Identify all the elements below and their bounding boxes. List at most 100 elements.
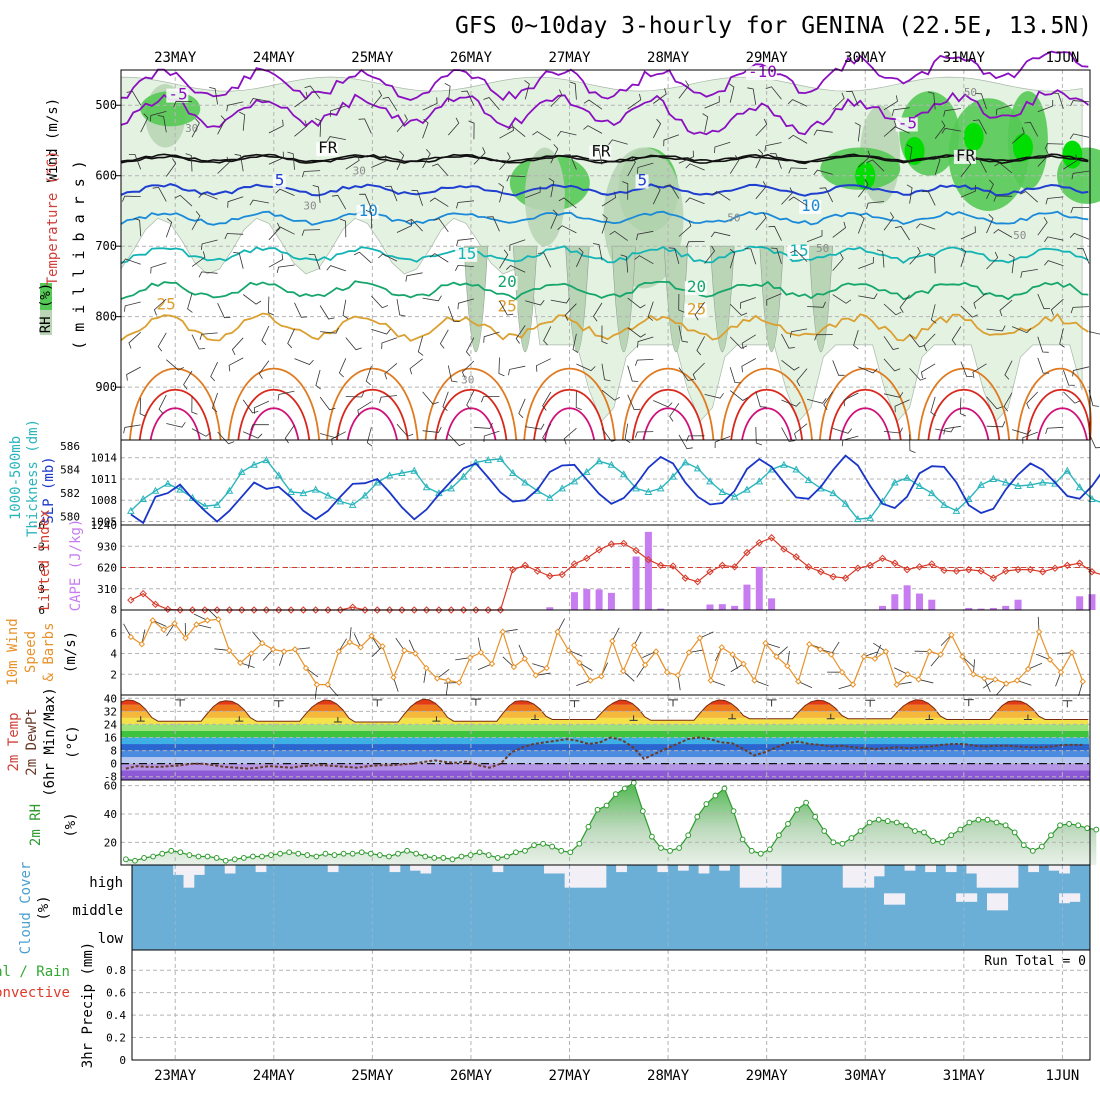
wind-barb (704, 393, 724, 399)
wind-barb (525, 299, 545, 306)
wind10m-point (718, 644, 725, 651)
wind-barb (668, 247, 680, 265)
rh2m-point (649, 833, 655, 840)
wind10m-barb (371, 645, 383, 658)
li-point (866, 561, 874, 570)
slp-tick-label: 1011 (91, 473, 118, 486)
wind-barb (422, 391, 439, 405)
rh-contour-core (1012, 133, 1033, 162)
chart-title: GFS 0~10day 3-hourly for GENINA (22.5E, … (455, 13, 1092, 39)
cape-bar (1088, 594, 1096, 610)
wind-barb (183, 370, 193, 390)
cloud-gap (585, 865, 597, 888)
wind-barb (832, 253, 844, 271)
wind-barb (1063, 391, 1081, 404)
wind-barb (457, 298, 475, 310)
rh2m-point (630, 779, 637, 786)
wind-barb (652, 185, 661, 205)
wind10m-point (926, 648, 933, 655)
wind-barb (532, 131, 552, 141)
wind-barb (261, 325, 270, 346)
label-thickness-2: Thickness (dm) (25, 419, 41, 537)
temp2m-tick-label: 24 (104, 718, 118, 731)
wind-barb (379, 395, 398, 404)
thickness-tick-label: 582 (60, 487, 80, 500)
wind-barb (890, 126, 910, 134)
li-point (1051, 564, 1059, 572)
wind-barb (217, 115, 226, 135)
rh2m-point (331, 852, 338, 858)
cape-bar (1076, 596, 1084, 610)
temp2m-max-marker (668, 699, 679, 707)
wind-barb (747, 87, 757, 105)
wind-barb (846, 90, 859, 107)
rh2m-point (794, 806, 800, 813)
upper-air-panel: 500 600 700 800 900 -10 -5 -5 FR FR FR 5 5 10 10 15 15 20… (40, 50, 1100, 453)
thickness-point (287, 487, 295, 495)
wind-barb (122, 195, 141, 202)
wind-barb (358, 118, 372, 134)
cape-bar (928, 599, 936, 610)
rh-column (565, 245, 590, 353)
wind-barb (233, 252, 244, 269)
wind10m-point (1068, 649, 1076, 656)
li-tick-label: 3 (38, 583, 45, 596)
wind-barb (564, 154, 577, 170)
li-point (669, 562, 677, 570)
rh-contour-label: 30 (461, 374, 474, 387)
wind10m-point (641, 661, 649, 669)
rh2m-point (141, 855, 147, 861)
isotherm-line (120, 154, 1089, 165)
rh2m-point (893, 819, 900, 826)
wind-barb (941, 127, 961, 134)
wind-barb (249, 98, 269, 104)
wind-barb (960, 158, 972, 178)
precip-panel: 0 0.2 0.4 0.6 0.8 Run Total = 0 (106, 949, 1091, 1067)
wind10m-point (970, 671, 977, 678)
wind-barb (128, 154, 142, 170)
rh2m-point (376, 852, 383, 858)
cape-bar (718, 604, 726, 610)
date-label-bottom: 28MAY (647, 1068, 690, 1084)
cloud-gap (554, 865, 566, 874)
wind-barb (755, 149, 764, 169)
label-precip-convective: Convective (0, 985, 70, 1001)
wind-barb (951, 326, 962, 346)
cloud-gap (173, 865, 185, 875)
rh-contour-patch (524, 147, 565, 247)
hot-isotherm (445, 407, 497, 441)
wind-barb (319, 305, 335, 320)
hot-isotherm (1026, 388, 1091, 441)
label-precip-unit: 3hr Precip (mm) (80, 942, 96, 1068)
thickness-point (570, 477, 579, 485)
wind-barb (622, 181, 629, 200)
wind-barb (444, 83, 451, 103)
wind-barb (729, 367, 741, 384)
li-point (693, 577, 702, 586)
wind-tick-label: 4 (110, 648, 117, 661)
thickness-point (903, 473, 911, 481)
wind-barb (883, 303, 902, 316)
wind-barb (993, 229, 1013, 238)
wind-barb (481, 396, 500, 403)
rh2m-point (757, 850, 764, 857)
thickness-point (151, 486, 160, 494)
li-point (509, 565, 517, 574)
wind10m-point (784, 662, 791, 670)
rh2m-point (313, 853, 320, 860)
wind-barb (439, 329, 449, 349)
isotherm-label: -5 (898, 113, 917, 132)
wind10m-point (981, 675, 988, 682)
label-temperature: Temperature (°C) (45, 151, 61, 286)
hot-isotherm (434, 388, 508, 441)
wind-barb (781, 187, 793, 205)
date-label-top: 29MAY (746, 50, 789, 66)
cloud-gap (739, 865, 751, 888)
thickness-point (977, 480, 985, 488)
rh2m-point (685, 832, 692, 839)
label-temp2m-3: (6hr Min/Max) (42, 687, 58, 797)
wind-barb (525, 186, 541, 199)
wind-barb (359, 193, 372, 210)
rh2m-point (358, 849, 365, 856)
wind-barb (277, 390, 295, 401)
